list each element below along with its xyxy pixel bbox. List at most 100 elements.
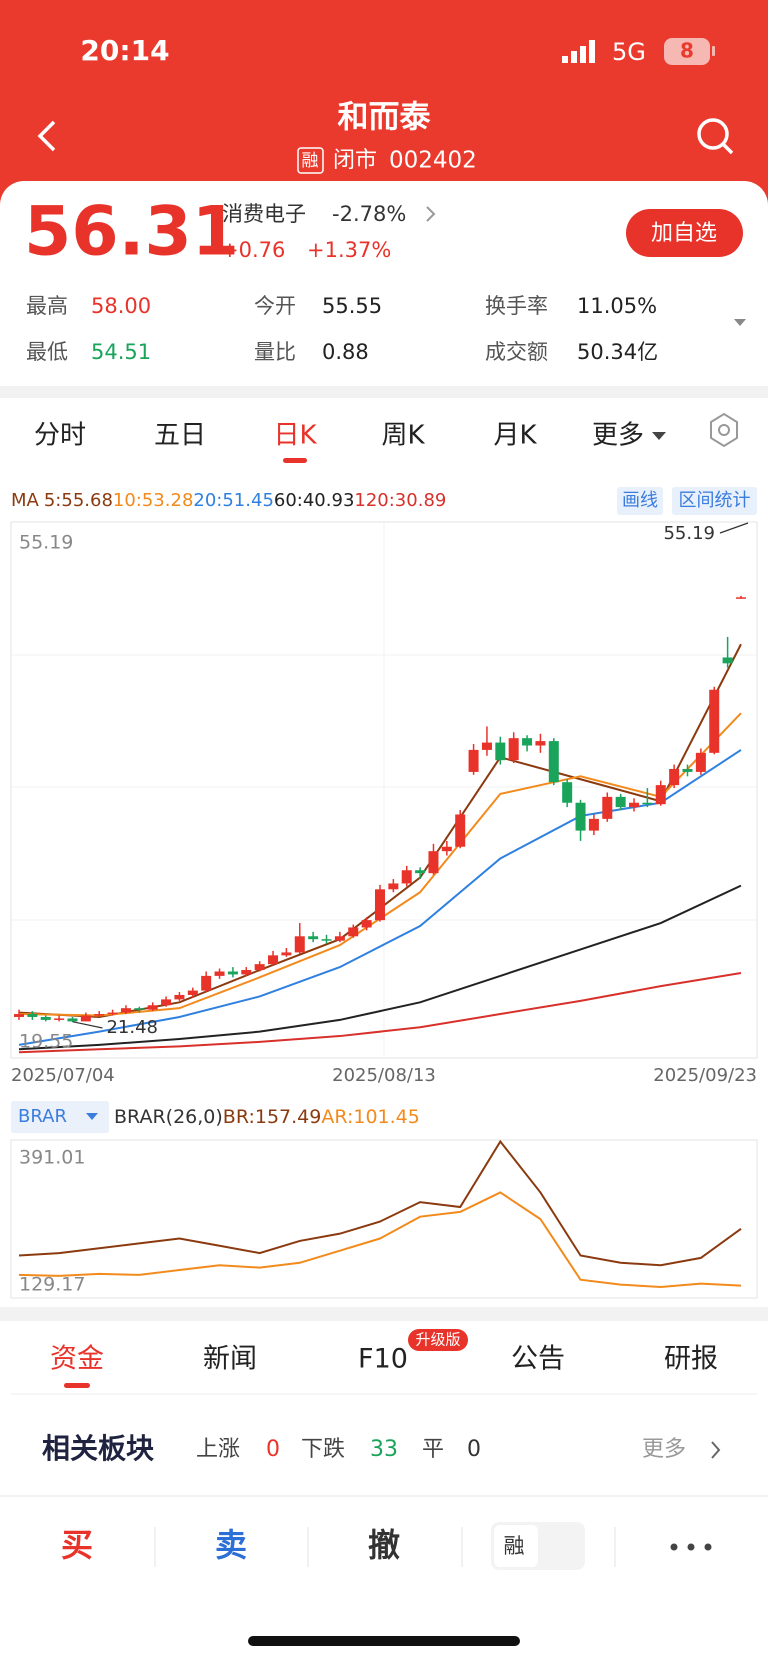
tool-label: 画线 (622, 490, 658, 511)
candle-body (468, 749, 479, 772)
tab[interactable]: 更多 (592, 421, 644, 451)
candle-body (348, 927, 359, 937)
stat-value: 50.34亿 (577, 340, 658, 364)
settings[interactable] (710, 412, 738, 448)
candle-body (602, 796, 613, 819)
tool-button[interactable] (617, 487, 663, 515)
candle-body (134, 1008, 145, 1010)
home-indicator (248, 1636, 520, 1646)
candle-body (642, 802, 653, 805)
candle-body (669, 768, 680, 786)
back[interactable] (37, 120, 56, 152)
margin-knob (494, 1525, 538, 1567)
candle-body (321, 939, 332, 941)
candle-body (294, 936, 305, 953)
ma-legend-entry: 20:51.45 (193, 490, 274, 511)
tab[interactable]: 周K (381, 421, 425, 451)
price: 56.31 (24, 193, 239, 272)
candle-body (107, 1012, 118, 1015)
candle-body (401, 870, 412, 884)
ma-legend-entry: 5:55.68 (44, 490, 113, 511)
sector-up-label: 上涨 (196, 1437, 240, 1462)
candle-body (147, 1005, 158, 1010)
candle-body (575, 802, 586, 831)
candle-body (655, 785, 666, 805)
tag-box (297, 147, 324, 174)
stat-value: 0.88 (322, 340, 369, 364)
sector-flat: 0 (467, 1437, 481, 1462)
badge-label: 升级版 (415, 1331, 460, 1349)
candle-body (94, 1014, 105, 1016)
change-pct: +1.37% (307, 238, 391, 262)
sector-up: 0 (266, 1437, 280, 1462)
candle-body (334, 936, 345, 941)
ma-line (18, 971, 742, 1054)
indicator-title: BRAR(26,0) (114, 1106, 223, 1128)
action[interactable]: 卖 (215, 1526, 247, 1564)
ma-prefix: MA (11, 490, 40, 511)
candle-body (308, 936, 319, 940)
low-pointer (72, 1021, 103, 1029)
sector-title: 相关板块 (42, 1432, 154, 1465)
tab[interactable]: 五日 (154, 421, 206, 451)
sector[interactable]: 消费电子 (222, 202, 306, 226)
ma-legend: MA 5:55.6810:53.2820:51.4560:40.93120:30.… (11, 490, 446, 511)
date-label: 2025/08/13 (332, 1065, 436, 1086)
indicator-frame (10, 1139, 758, 1299)
news-tab[interactable]: 新闻 (203, 1344, 257, 1375)
indicator-legend: BRAR(26,0)BR:157.49AR:101.45 (114, 1106, 420, 1128)
indicator-legend-entry: BR:157.49 (223, 1106, 322, 1128)
min-label: 19.55 (19, 1031, 73, 1053)
time: 20:14 (80, 34, 169, 67)
date-label: 2025/09/23 (653, 1065, 757, 1086)
candle-body (562, 782, 573, 803)
candle-body (80, 1015, 91, 1022)
candle-body (535, 741, 546, 746)
high-pointer (719, 522, 749, 534)
tool-button[interactable] (672, 487, 757, 515)
action-dividers (154, 1527, 616, 1567)
candle-body (415, 870, 426, 874)
tab[interactable]: 日K (273, 421, 317, 451)
candle-body (227, 971, 238, 975)
news-tab[interactable]: 公告 (511, 1344, 565, 1375)
candle-body (54, 1018, 65, 1020)
candle-body (361, 920, 372, 928)
news-tab[interactable]: F10 (358, 1344, 408, 1375)
more-dots[interactable] (670, 1543, 712, 1551)
action[interactable]: 撤 (368, 1526, 400, 1564)
sector-down: 33 (370, 1437, 398, 1462)
action[interactable]: 融 (504, 1534, 525, 1558)
candle-body (522, 738, 533, 746)
candle-body (441, 846, 452, 852)
search[interactable] (697, 118, 729, 150)
quote-card (0, 181, 768, 421)
news-tab[interactable]: 研报 (664, 1344, 718, 1375)
candle-body (629, 802, 640, 808)
expand[interactable] (734, 319, 746, 326)
candle-body (187, 990, 198, 995)
indicator-selector[interactable] (11, 1101, 109, 1133)
stock-name: 和而泰 (338, 100, 432, 136)
separator (0, 1307, 768, 1321)
news-tab[interactable]: 资金 (50, 1344, 104, 1375)
action[interactable]: 买 (61, 1526, 93, 1564)
watch-button[interactable] (626, 209, 743, 257)
chevron (426, 206, 436, 222)
stat-value: 11.05% (577, 294, 657, 318)
stat-label: 今开 (254, 294, 296, 318)
change: +0.76 (221, 238, 285, 262)
tab[interactable]: 月K (493, 421, 537, 451)
candle-body (455, 814, 466, 847)
indicator-line (18, 1191, 742, 1289)
indicator-selector-label: BRAR (18, 1106, 67, 1127)
dropdown (652, 432, 666, 440)
battery-level: 8 (680, 39, 694, 63)
tab[interactable]: 分时 (34, 421, 86, 451)
candle-body (374, 889, 385, 921)
indicator-min: 129.17 (19, 1274, 85, 1296)
candle-body (161, 999, 172, 1006)
candle-body (40, 1016, 51, 1020)
stat-label: 最低 (26, 340, 68, 364)
